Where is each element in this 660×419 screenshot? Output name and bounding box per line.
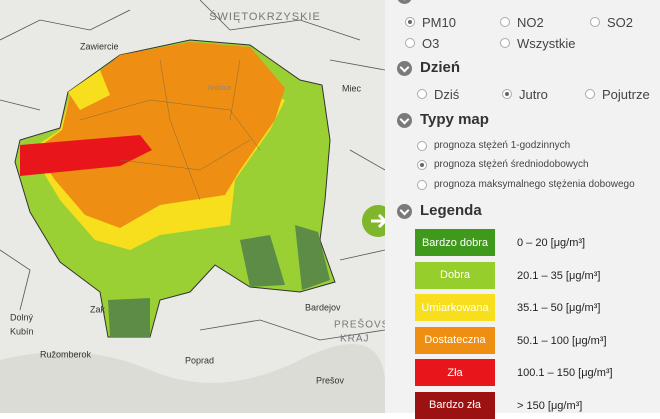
section-title[interactable]: Dzień <box>420 59 461 76</box>
collapse-icon[interactable] <box>397 113 412 128</box>
radio-button[interactable] <box>405 17 415 27</box>
legend-range: > 150 [μg/m³] <box>517 399 583 412</box>
place-label: Poprad <box>185 355 214 365</box>
section-title[interactable]: Legenda <box>420 202 482 219</box>
legend-swatch: Dobra <box>415 261 495 289</box>
radio-label[interactable]: Dziś <box>434 86 460 102</box>
radio-button[interactable] <box>590 17 600 27</box>
side-panel: Wskaźniki PM10 NO2 SO2 O3 Wszystkie Dzień Dziś J… <box>385 0 660 419</box>
region-moderate-north <box>68 70 110 110</box>
legend-range: 100.1 – 150 [μg/m³] <box>517 367 613 379</box>
district-borders <box>79 59 261 201</box>
place-label: Miec <box>342 83 362 93</box>
place-label: Prešov <box>316 375 345 385</box>
radio-label[interactable]: NO2 <box>517 14 544 30</box>
collapse-icon[interactable] <box>397 204 412 219</box>
section-title[interactable]: Wskaźniki <box>420 0 493 4</box>
legend-swatch: Bardzo dobra <box>415 229 495 256</box>
radio-label[interactable]: prognoza stężeń 1-godzinnych <box>434 140 571 151</box>
radio-label[interactable]: prognoza stężeń średniodobowych <box>434 159 589 170</box>
radio-button[interactable] <box>417 160 427 170</box>
place-label: Bardejov <box>305 302 341 312</box>
radio-button[interactable] <box>500 38 510 48</box>
map: ŚWIĘTOKRZYSKIE Zawiercie Miec Nidzica Zak Dol… <box>0 0 385 413</box>
radio-label[interactable]: Pojutrze <box>602 86 650 102</box>
radio-label[interactable]: O3 <box>422 35 440 51</box>
section-title[interactable]: Typy map <box>420 111 489 128</box>
legend-range: 0 – 20 [μg/m³] <box>517 237 586 249</box>
radio-button[interactable] <box>500 17 510 27</box>
terrain <box>0 344 385 413</box>
legend-swatch: Dostateczna <box>415 326 495 354</box>
place-label: Kubín <box>10 326 34 336</box>
radio-button[interactable] <box>585 89 595 99</box>
place-label: ŚWIĘTOKRZYSKIE <box>209 10 321 23</box>
map-labels: ŚWIĘTOKRZYSKIE Zawiercie Miec Nidzica Zak Dol… <box>10 10 385 385</box>
place-label: PREŠOVSKÝ <box>334 318 385 331</box>
place-label: Zak <box>90 304 106 314</box>
region-very-good <box>108 225 330 337</box>
legend-range: 50.1 – 100 [μg/m³] <box>517 334 607 347</box>
legend-swatch: Bardzo zła <box>415 391 495 419</box>
place-label: Ružomberok <box>40 349 92 359</box>
radio-button[interactable] <box>417 180 427 190</box>
legend-range: 35.1 – 50 [μg/m³] <box>517 302 601 314</box>
place-label: KRAJ <box>340 334 370 345</box>
collapse-icon[interactable] <box>397 0 412 4</box>
radio-label[interactable]: PM10 <box>422 14 456 30</box>
radio-button[interactable] <box>405 38 415 48</box>
place-label: Nidzica <box>208 85 231 92</box>
radio-label[interactable]: SO2 <box>607 14 634 30</box>
collapse-icon[interactable] <box>397 61 412 76</box>
place-label: Zawiercie <box>80 41 119 51</box>
radio-label[interactable]: prognoza maksymalnego stężenia dobowego <box>434 179 635 190</box>
legend-swatch: Zła <box>415 359 495 386</box>
legend-range: 20.1 – 35 [μg/m³] <box>517 269 601 282</box>
legend-swatch: Umiarkowana <box>415 294 495 321</box>
borders <box>0 0 385 341</box>
place-label: Dolný <box>10 312 34 322</box>
radio-button[interactable] <box>417 141 427 151</box>
region-bad <box>20 135 152 176</box>
radio-button[interactable] <box>502 89 512 99</box>
radio-label[interactable]: Wszystkie <box>517 35 576 51</box>
radio-button[interactable] <box>417 89 427 99</box>
radio-label[interactable]: Jutro <box>519 86 548 102</box>
